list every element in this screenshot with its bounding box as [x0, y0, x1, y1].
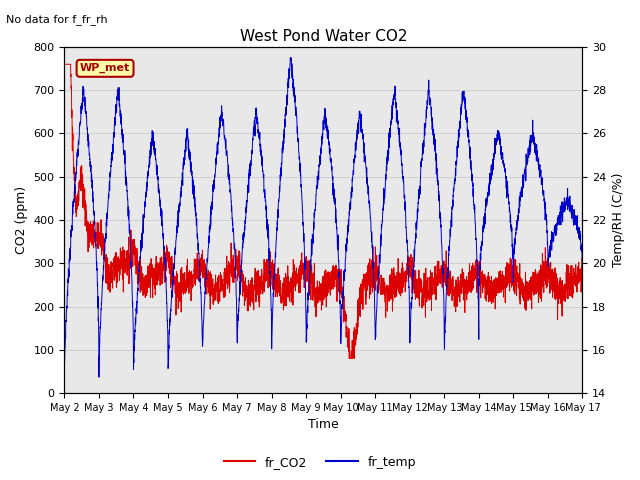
- fr_temp: [569, 208, 577, 214]
- fr_CO2: [346, 356, 353, 361]
- Line: fr_temp: fr_temp: [65, 58, 582, 377]
- fr_temp: [259, 172, 267, 178]
- fr_CO2: [61, 61, 68, 67]
- fr_CO2: [579, 253, 586, 259]
- fr_temp: [150, 139, 158, 144]
- fr_CO2: [282, 277, 289, 283]
- Text: No data for f_fr_rh: No data for f_fr_rh: [6, 14, 108, 25]
- fr_temp: [579, 260, 586, 265]
- Text: WP_met: WP_met: [80, 63, 130, 73]
- Title: West Pond Water CO2: West Pond Water CO2: [240, 29, 407, 44]
- fr_temp: [282, 105, 289, 111]
- fr_temp: [61, 361, 68, 367]
- fr_temp: [513, 227, 521, 232]
- X-axis label: Time: Time: [308, 419, 339, 432]
- fr_temp: [95, 374, 103, 380]
- fr_temp: [120, 148, 127, 154]
- fr_CO2: [259, 281, 267, 287]
- fr_CO2: [120, 266, 127, 272]
- fr_CO2: [150, 283, 158, 288]
- Legend: fr_CO2, fr_temp: fr_CO2, fr_temp: [219, 451, 421, 474]
- Y-axis label: CO2 (ppm): CO2 (ppm): [15, 186, 28, 254]
- fr_temp: [287, 55, 294, 60]
- fr_CO2: [513, 286, 520, 291]
- fr_CO2: [568, 282, 576, 288]
- Line: fr_CO2: fr_CO2: [65, 64, 582, 359]
- Y-axis label: Temp/RH (C/%): Temp/RH (C/%): [612, 173, 625, 267]
